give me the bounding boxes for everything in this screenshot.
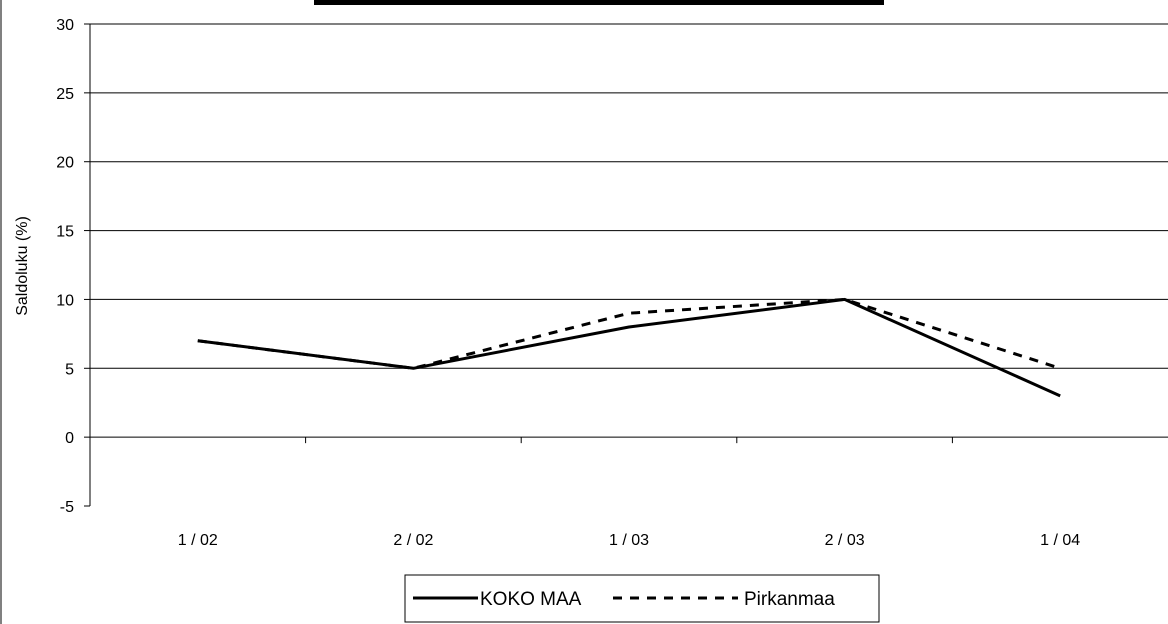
series-line-koko-maa: [197, 297, 1061, 398]
axes: [84, 23, 953, 507]
x-tick-label: 1 / 04: [1040, 532, 1080, 549]
x-tick-label: 2 / 02: [393, 532, 433, 549]
x-tick-label: 1 / 02: [178, 532, 218, 549]
y-tick-label: 30: [56, 17, 74, 34]
y-tick-label: 25: [56, 86, 74, 103]
y-tick-label: 5: [65, 361, 74, 378]
y-tick-label: 20: [56, 155, 74, 172]
y-tick-label: 15: [56, 224, 74, 241]
legend-label-koko-maa: KOKO MAA: [480, 589, 582, 610]
y-tick-label: -5: [60, 499, 74, 516]
y-axis-title: Saldoluku (%): [14, 216, 31, 316]
legend: KOKO MAA Pirkanmaa: [404, 574, 880, 623]
y-tick-labels: -5 0 5 10 15 20 25 30: [56, 17, 74, 516]
legend-box: [404, 574, 880, 623]
x-tick-label: 1 / 03: [609, 532, 649, 549]
y-tick-label: 0: [65, 430, 74, 447]
series-lines: [197, 297, 1061, 398]
y-tick-label: 10: [56, 292, 74, 309]
title-box: [314, 0, 884, 5]
x-tick-label: 2 / 03: [825, 532, 865, 549]
legend-label-pirkanmaa: Pirkanmaa: [744, 589, 835, 610]
x-tick-labels: 1 / 02 2 / 02 1 / 03 2 / 03 1 / 04: [178, 532, 1081, 549]
gridlines: [90, 23, 1168, 438]
